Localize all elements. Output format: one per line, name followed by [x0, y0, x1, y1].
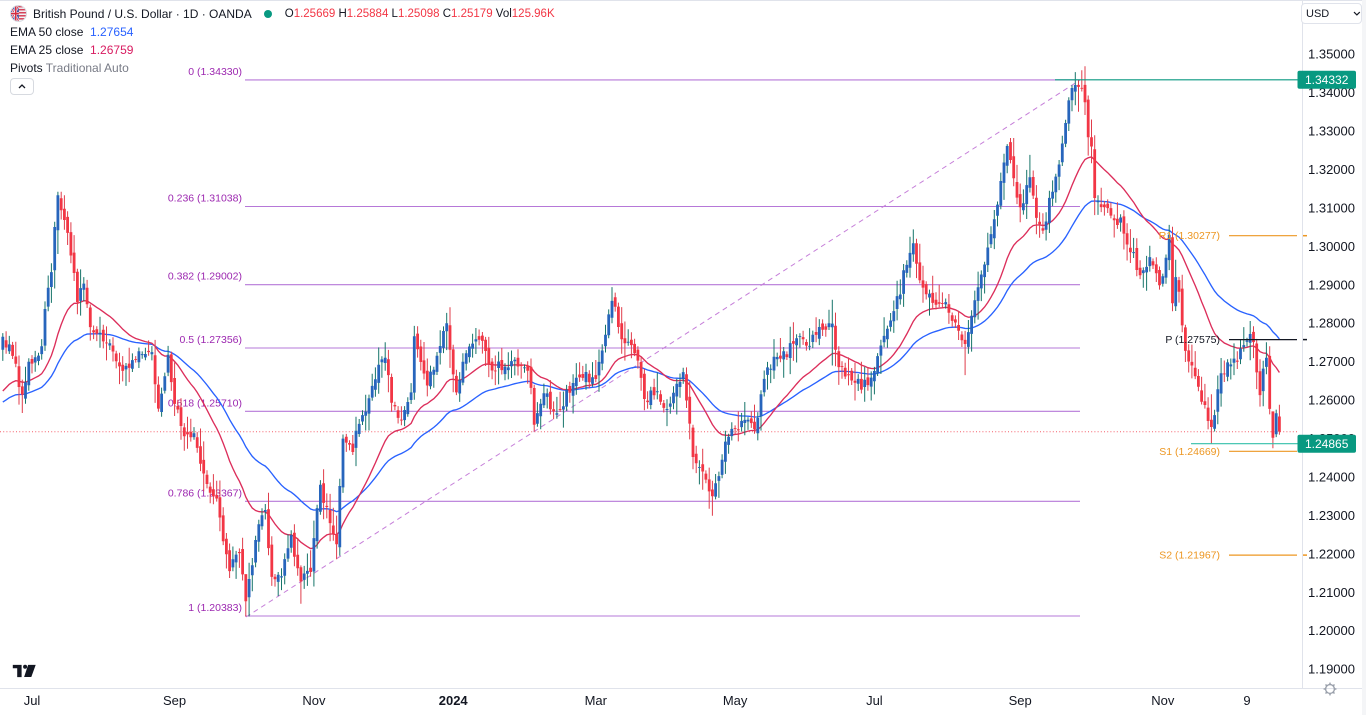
- svg-text:Sep: Sep: [163, 693, 186, 708]
- svg-text:0.618 (1.25710): 0.618 (1.25710): [168, 397, 242, 409]
- svg-text:Jul: Jul: [24, 693, 41, 708]
- svg-text:1.22000: 1.22000: [1308, 546, 1355, 561]
- svg-text:9: 9: [1243, 693, 1250, 708]
- svg-text:0.5 (1.27356): 0.5 (1.27356): [180, 334, 242, 346]
- svg-text:1.19000: 1.19000: [1308, 662, 1355, 677]
- svg-text:0.382 (1.29002): 0.382 (1.29002): [168, 271, 242, 283]
- svg-text:1.20000: 1.20000: [1308, 623, 1355, 638]
- svg-text:Mar: Mar: [585, 693, 608, 708]
- svg-text:1.32000: 1.32000: [1308, 162, 1355, 177]
- svg-text:1.29000: 1.29000: [1308, 277, 1355, 292]
- svg-text:1 (1.20383): 1 (1.20383): [188, 602, 242, 614]
- svg-text:Nov: Nov: [1151, 693, 1175, 708]
- svg-text:0.236 (1.31038): 0.236 (1.31038): [168, 193, 242, 205]
- svg-text:May: May: [723, 693, 748, 708]
- svg-text:1.27000: 1.27000: [1308, 354, 1355, 369]
- svg-text:1.23000: 1.23000: [1308, 508, 1355, 523]
- svg-text:R1 (1.30277): R1 (1.30277): [1159, 230, 1220, 242]
- svg-text:1.26000: 1.26000: [1308, 393, 1355, 408]
- svg-text:S1 (1.24669): S1 (1.24669): [1159, 446, 1220, 458]
- svg-text:1.24865: 1.24865: [1305, 437, 1349, 451]
- svg-text:1.21000: 1.21000: [1308, 585, 1355, 600]
- svg-text:1.34000: 1.34000: [1308, 85, 1355, 100]
- svg-text:1.24000: 1.24000: [1308, 470, 1355, 485]
- svg-text:1.33000: 1.33000: [1308, 124, 1355, 139]
- svg-text:1.31000: 1.31000: [1308, 200, 1355, 215]
- svg-text:Sep: Sep: [1009, 693, 1032, 708]
- svg-text:1.35000: 1.35000: [1308, 47, 1355, 62]
- svg-text:2024: 2024: [439, 693, 469, 708]
- svg-text:P (1.27575): P (1.27575): [1165, 334, 1220, 346]
- svg-text:0 (1.34330): 0 (1.34330): [188, 66, 242, 78]
- svg-text:1.34332: 1.34332: [1305, 73, 1349, 87]
- svg-text:Jul: Jul: [866, 693, 883, 708]
- svg-text:Nov: Nov: [302, 693, 326, 708]
- svg-text:1.30000: 1.30000: [1308, 239, 1355, 254]
- svg-text:0.786 (1.23367): 0.786 (1.23367): [168, 487, 242, 499]
- svg-text:1.28000: 1.28000: [1308, 316, 1355, 331]
- svg-text:S2 (1.21967): S2 (1.21967): [1159, 550, 1220, 562]
